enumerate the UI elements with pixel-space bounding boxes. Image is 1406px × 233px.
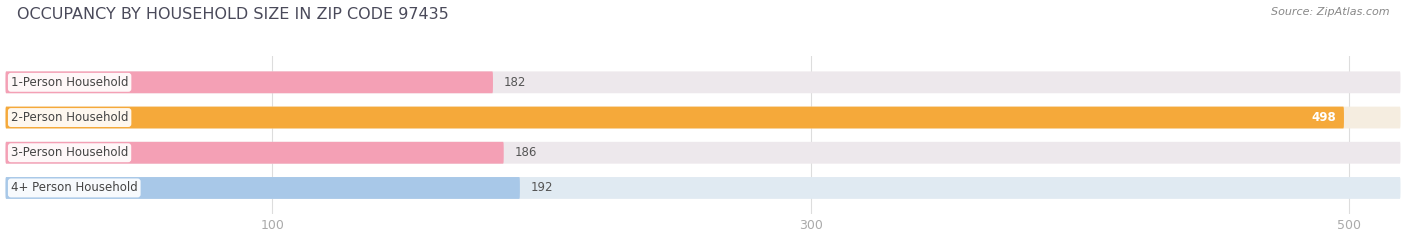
Text: 2-Person Household: 2-Person Household xyxy=(11,111,128,124)
FancyBboxPatch shape xyxy=(6,71,1400,93)
Text: 192: 192 xyxy=(530,182,553,195)
FancyBboxPatch shape xyxy=(6,177,520,199)
Text: OCCUPANCY BY HOUSEHOLD SIZE IN ZIP CODE 97435: OCCUPANCY BY HOUSEHOLD SIZE IN ZIP CODE … xyxy=(17,7,449,22)
Text: 4+ Person Household: 4+ Person Household xyxy=(11,182,138,195)
Text: 3-Person Household: 3-Person Household xyxy=(11,146,128,159)
Text: 186: 186 xyxy=(515,146,537,159)
Text: 182: 182 xyxy=(503,76,526,89)
FancyBboxPatch shape xyxy=(6,142,1400,164)
FancyBboxPatch shape xyxy=(6,71,494,93)
FancyBboxPatch shape xyxy=(6,107,1344,128)
FancyBboxPatch shape xyxy=(6,142,503,164)
Text: 1-Person Household: 1-Person Household xyxy=(11,76,128,89)
Text: 498: 498 xyxy=(1312,111,1336,124)
FancyBboxPatch shape xyxy=(6,107,1400,128)
FancyBboxPatch shape xyxy=(6,177,1400,199)
Text: Source: ZipAtlas.com: Source: ZipAtlas.com xyxy=(1271,7,1389,17)
